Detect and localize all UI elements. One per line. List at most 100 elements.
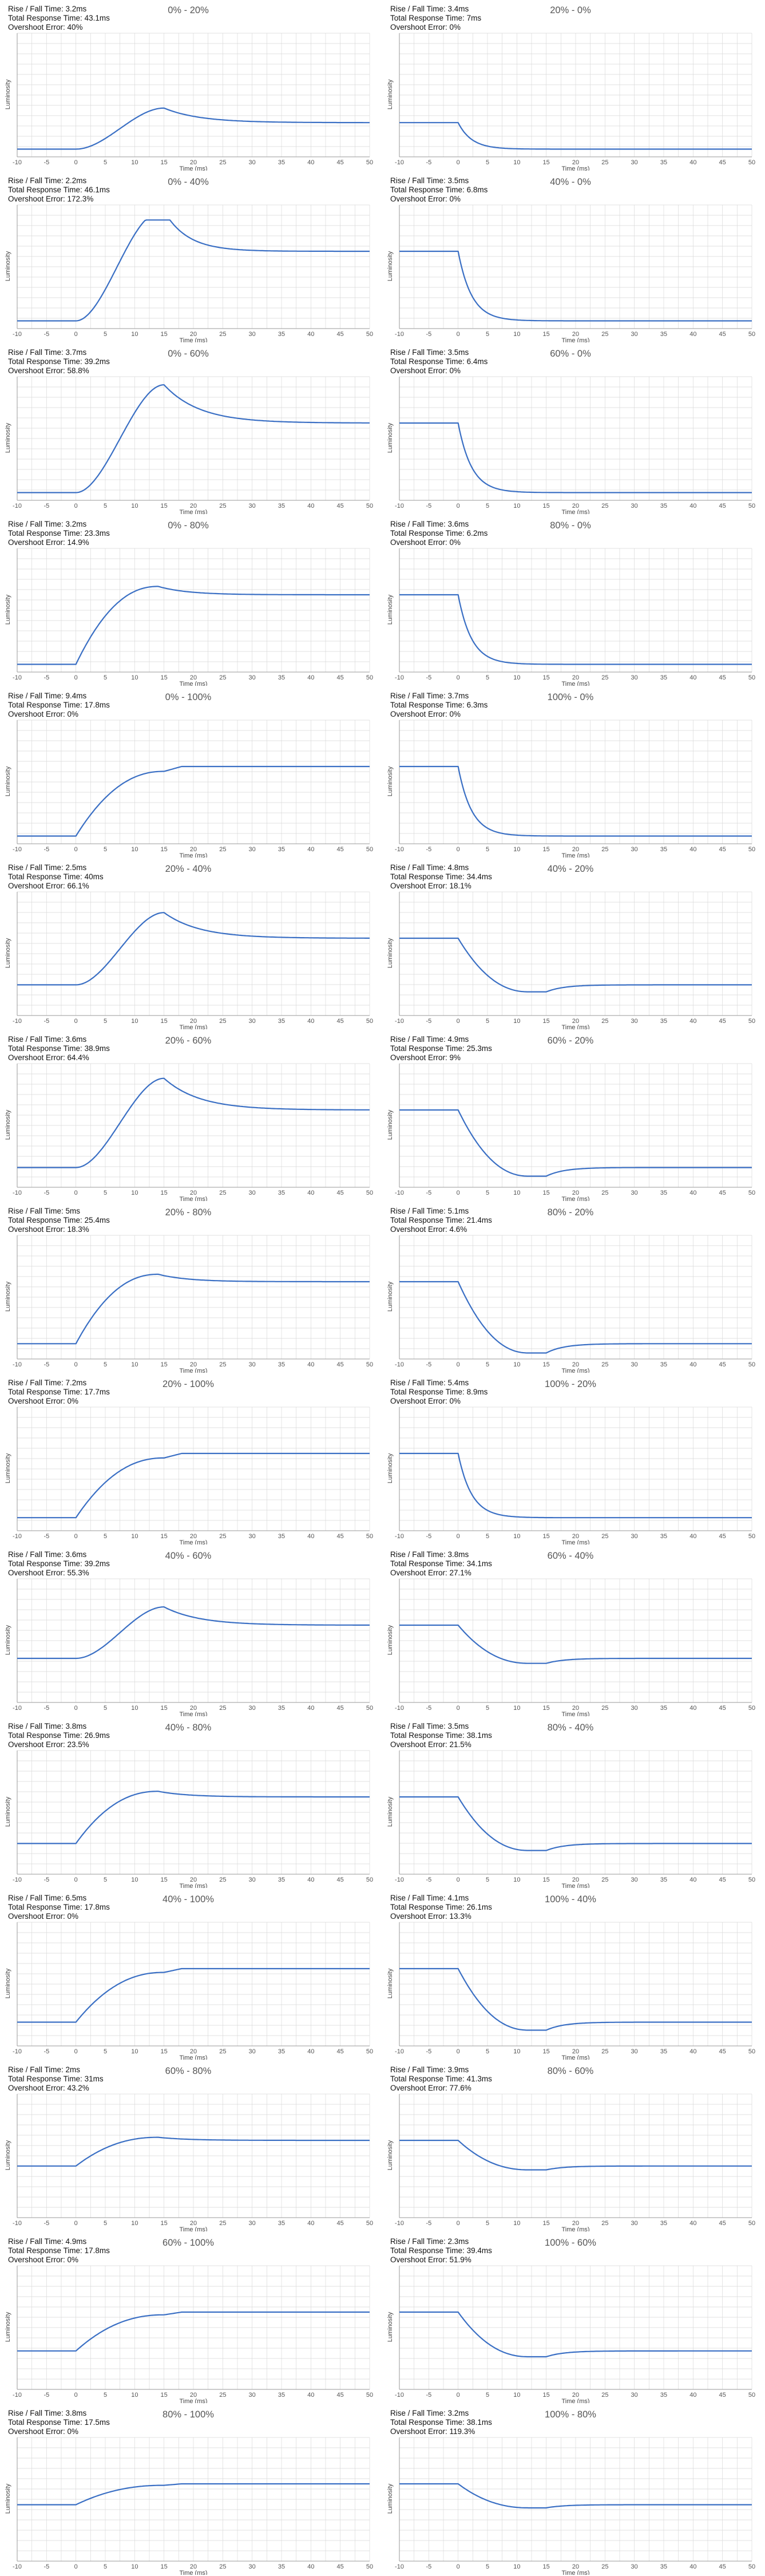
x-axis-label: Time (ms) bbox=[561, 2055, 590, 2060]
x-tick-label: -10 bbox=[13, 1705, 22, 1712]
chart-title: 40% - 20% bbox=[547, 864, 594, 874]
x-tick-label: 50 bbox=[748, 159, 755, 166]
chart-svg: -10 -5 0 5 10 15 20 25 30 35 40 45 50 bbox=[13, 891, 373, 1025]
rise-fall-time-text: Rise / Fall Time: 5.1ms bbox=[390, 1207, 469, 1215]
chart-panel: -10 -5 0 5 10 15 20 25 30 35 40 45 50 Rise / Fall Tim… bbox=[382, 1030, 763, 1201]
x-axis-label: Time (ms) bbox=[561, 337, 590, 342]
chart-panel: -10 -5 0 5 10 15 20 25 30 35 40 45 50 Rise / Fall Tim… bbox=[382, 2061, 763, 2231]
chart-svg: -10 -5 0 5 10 15 20 25 30 35 40 45 50 bbox=[395, 548, 755, 681]
x-tick-label: 15 bbox=[543, 674, 550, 681]
x-axis-label: Time (ms) bbox=[561, 2398, 590, 2403]
x-tick-label: 40 bbox=[689, 1533, 696, 1540]
x-tick-label: 40 bbox=[689, 331, 696, 338]
x-tick-label: 0 bbox=[457, 674, 460, 681]
x-tick-label: 20 bbox=[572, 1533, 579, 1540]
overshoot-error-text: Overshoot Error: 0% bbox=[390, 366, 461, 375]
total-response-time-text: Total Response Time: 23.3ms bbox=[8, 529, 110, 538]
x-tick-label: 35 bbox=[660, 1705, 667, 1712]
x-tick-label: 20 bbox=[572, 2392, 579, 2399]
overshoot-error-text: Overshoot Error: 40% bbox=[8, 23, 83, 31]
chart-title: 60% - 100% bbox=[162, 2238, 214, 2248]
x-tick-label: 50 bbox=[748, 1533, 755, 1540]
x-tick-label: 5 bbox=[486, 1876, 489, 1883]
y-axis-label: Luminosity bbox=[5, 2312, 11, 2342]
x-tick-label: 35 bbox=[660, 846, 667, 853]
response-stats: Rise / Fall Time: 3.7ms Total Response Ti… bbox=[8, 348, 110, 376]
response-stats: Rise / Fall Time: 3.8ms Total Response Ti… bbox=[8, 1722, 110, 1749]
overshoot-error-text: Overshoot Error: 119.3% bbox=[390, 2427, 475, 2436]
x-tick-label: 40 bbox=[689, 159, 696, 166]
x-tick-label: 5 bbox=[104, 1533, 107, 1540]
x-tick-label: 50 bbox=[366, 1361, 373, 1368]
chart-panel: -10 -5 0 5 10 15 20 25 30 35 40 45 50 Rise / Fall Tim… bbox=[382, 172, 763, 342]
x-tick-label: 25 bbox=[601, 2220, 608, 2227]
response-stats: Rise / Fall Time: 5.1ms Total Response Ti… bbox=[390, 1207, 492, 1234]
x-axis-label: Time (ms) bbox=[179, 1539, 208, 1544]
chart-svg: -10 -5 0 5 10 15 20 25 30 35 40 45 50 bbox=[395, 2093, 755, 2227]
x-tick-label: 50 bbox=[748, 2563, 755, 2570]
luminosity-series-line bbox=[17, 2483, 370, 2506]
chart-title: 40% - 80% bbox=[165, 1722, 212, 1733]
rise-fall-time-text: Rise / Fall Time: 3.8ms bbox=[8, 2409, 87, 2417]
x-tick-label: 40 bbox=[307, 503, 314, 509]
x-tick-label: -5 bbox=[43, 846, 49, 853]
x-tick-label: 30 bbox=[249, 1190, 256, 1196]
chart-svg: -10 -5 0 5 10 15 20 25 30 35 40 45 50 bbox=[395, 1063, 755, 1196]
x-tick-label: 40 bbox=[689, 1876, 696, 1883]
x-tick-label: 20 bbox=[572, 2220, 579, 2227]
x-tick-label: 5 bbox=[486, 2563, 489, 2570]
response-stats: Rise / Fall Time: 5ms Total Response Time… bbox=[8, 1207, 110, 1234]
rise-fall-time-text: Rise / Fall Time: 2ms bbox=[8, 2065, 81, 2074]
chart-svg: -10 -5 0 5 10 15 20 25 30 35 40 45 50 bbox=[13, 720, 373, 853]
x-tick-label: 40 bbox=[307, 2220, 314, 2227]
chart-svg: -10 -5 0 5 10 15 20 25 30 35 40 45 50 bbox=[395, 891, 755, 1025]
x-tick-label: -5 bbox=[43, 1533, 49, 1540]
x-tick-label: -5 bbox=[43, 1190, 49, 1196]
x-tick-label: -5 bbox=[43, 503, 49, 509]
rise-fall-time-text: Rise / Fall Time: 4.1ms bbox=[390, 1894, 469, 1902]
x-tick-label: -5 bbox=[43, 674, 49, 681]
x-tick-label: 45 bbox=[719, 1018, 726, 1025]
y-axis-label: Luminosity bbox=[387, 251, 394, 282]
x-tick-label: -10 bbox=[395, 1876, 404, 1883]
x-tick-label: 30 bbox=[631, 1705, 638, 1712]
chart-svg: -10 -5 0 5 10 15 20 25 30 35 40 45 50 bbox=[13, 376, 373, 509]
chart-title: 40% - 100% bbox=[162, 1894, 214, 1905]
chart-panel: -10 -5 0 5 10 15 20 25 30 35 40 45 50 Rise / Fall Tim… bbox=[382, 343, 763, 514]
x-tick-label: -5 bbox=[426, 2563, 431, 2570]
x-tick-label: 5 bbox=[486, 331, 489, 338]
rise-fall-time-text: Rise / Fall Time: 6.5ms bbox=[8, 1894, 87, 1902]
chart-title: 80% - 0% bbox=[550, 520, 591, 531]
chart-panel: -10 -5 0 5 10 15 20 25 30 35 40 45 50 Rise / Fall Tim… bbox=[0, 1374, 381, 1544]
chart-title: 20% - 80% bbox=[165, 1207, 212, 1218]
x-tick-label: -10 bbox=[395, 2392, 404, 2399]
x-tick-label: 20 bbox=[572, 1018, 579, 1025]
x-tick-label: 45 bbox=[337, 674, 344, 681]
total-response-time-text: Total Response Time: 38.1ms bbox=[390, 2418, 492, 2427]
chart-svg: -10 -5 0 5 10 15 20 25 30 35 40 45 50 bbox=[395, 720, 755, 853]
chart-panel: -10 -5 0 5 10 15 20 25 30 35 40 45 50 Rise / Fall Tim… bbox=[0, 2404, 381, 2575]
x-tick-label: 10 bbox=[131, 2563, 138, 2570]
total-response-time-text: Total Response Time: 25.4ms bbox=[8, 1216, 110, 1224]
x-tick-label: 5 bbox=[486, 1705, 489, 1712]
x-tick-label: 45 bbox=[719, 1533, 726, 1540]
overshoot-error-text: Overshoot Error: 0% bbox=[8, 1912, 79, 1921]
x-tick-label: 35 bbox=[278, 2220, 285, 2227]
x-tick-label: 0 bbox=[457, 159, 460, 166]
x-tick-label: 40 bbox=[307, 674, 314, 681]
rise-fall-time-text: Rise / Fall Time: 3.2ms bbox=[8, 520, 87, 528]
x-tick-label: 45 bbox=[337, 1533, 344, 1540]
x-tick-label: -5 bbox=[43, 331, 49, 338]
x-tick-label: 0 bbox=[74, 1876, 78, 1883]
luminosity-series-line bbox=[17, 1791, 370, 1844]
x-tick-label: 40 bbox=[689, 1190, 696, 1196]
x-tick-label: 35 bbox=[660, 159, 667, 166]
x-tick-label: 0 bbox=[74, 674, 78, 681]
y-axis-label: Luminosity bbox=[387, 2140, 394, 2171]
chart-svg: -10 -5 0 5 10 15 20 25 30 35 40 45 50 bbox=[395, 1578, 755, 1712]
x-tick-label: 45 bbox=[719, 331, 726, 338]
y-axis-label: Luminosity bbox=[5, 1796, 11, 1827]
x-tick-label: 20 bbox=[190, 159, 197, 166]
x-tick-label: -10 bbox=[13, 1533, 22, 1540]
